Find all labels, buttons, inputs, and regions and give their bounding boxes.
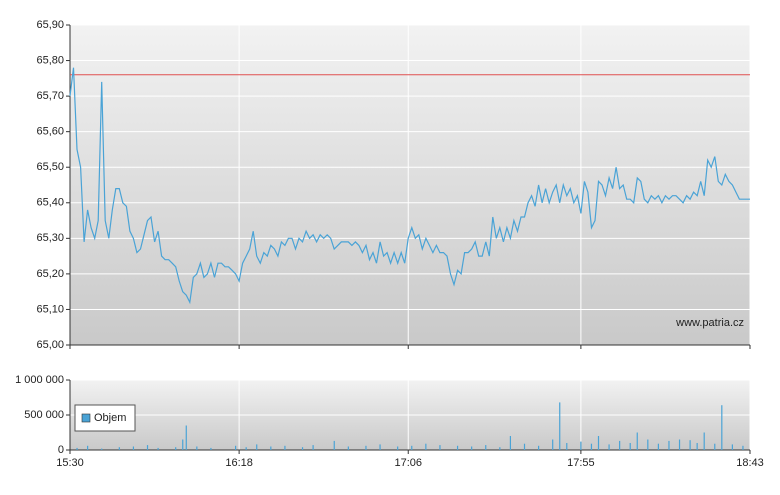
watermark: www.patria.cz xyxy=(675,317,744,329)
y-tick-label: 65,50 xyxy=(36,161,64,173)
legend-label: Objem xyxy=(94,412,126,424)
y-tick-label: 65,30 xyxy=(36,232,64,244)
y-tick-label: 65,10 xyxy=(36,303,64,315)
x-tick-label: 16:18 xyxy=(225,457,253,469)
x-tick-label: 18:43 xyxy=(736,457,764,469)
y-tick-label: 0 xyxy=(58,444,64,456)
legend-swatch xyxy=(81,413,91,423)
y-tick-label: 65,00 xyxy=(36,339,64,351)
y-tick-label: 1 000 000 xyxy=(15,374,64,386)
y-tick-label: 65,70 xyxy=(36,90,64,102)
y-tick-label: 500 000 xyxy=(24,409,64,421)
x-tick-label: 15:30 xyxy=(56,457,84,469)
y-tick-label: 65,60 xyxy=(36,126,64,138)
x-tick-label: 17:06 xyxy=(394,457,422,469)
y-tick-label: 65,90 xyxy=(36,19,64,31)
y-tick-label: 65,40 xyxy=(36,197,64,209)
y-tick-label: 65,20 xyxy=(36,268,64,280)
price-plot-area xyxy=(70,25,750,345)
price-line xyxy=(69,67,750,305)
x-tick-label: 17:55 xyxy=(567,457,595,469)
y-tick-label: 65,80 xyxy=(36,54,64,66)
